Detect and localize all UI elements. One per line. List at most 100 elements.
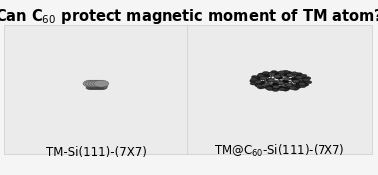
Ellipse shape (94, 86, 101, 89)
Ellipse shape (266, 85, 273, 88)
Ellipse shape (271, 86, 277, 89)
Ellipse shape (98, 86, 104, 89)
Ellipse shape (282, 86, 288, 89)
Ellipse shape (266, 79, 273, 82)
Ellipse shape (250, 82, 257, 85)
Ellipse shape (293, 80, 299, 83)
Ellipse shape (278, 83, 285, 86)
Ellipse shape (270, 86, 276, 89)
Ellipse shape (296, 73, 302, 76)
Ellipse shape (280, 84, 287, 87)
Ellipse shape (91, 86, 97, 89)
Ellipse shape (97, 84, 104, 87)
Ellipse shape (289, 86, 296, 89)
Ellipse shape (91, 80, 106, 87)
Ellipse shape (303, 78, 310, 81)
Ellipse shape (269, 86, 275, 89)
Ellipse shape (98, 83, 105, 86)
Ellipse shape (279, 86, 285, 89)
Ellipse shape (275, 84, 282, 87)
Ellipse shape (291, 72, 298, 75)
Ellipse shape (93, 86, 99, 89)
Ellipse shape (101, 86, 107, 89)
Ellipse shape (97, 83, 104, 86)
Ellipse shape (274, 80, 290, 87)
Ellipse shape (277, 85, 284, 88)
Ellipse shape (277, 84, 284, 87)
Ellipse shape (255, 80, 262, 83)
Ellipse shape (92, 83, 99, 86)
Ellipse shape (99, 86, 105, 89)
Ellipse shape (279, 83, 286, 86)
Ellipse shape (90, 86, 96, 89)
Ellipse shape (94, 84, 101, 87)
Ellipse shape (86, 86, 92, 89)
Ellipse shape (275, 85, 281, 88)
Ellipse shape (273, 85, 279, 88)
Ellipse shape (100, 83, 107, 86)
Ellipse shape (254, 77, 261, 80)
Ellipse shape (86, 85, 93, 88)
Ellipse shape (272, 80, 287, 87)
Ellipse shape (280, 83, 287, 86)
Ellipse shape (268, 72, 275, 76)
Ellipse shape (299, 85, 306, 88)
Ellipse shape (258, 81, 265, 84)
Ellipse shape (284, 85, 290, 88)
Ellipse shape (272, 84, 279, 87)
Ellipse shape (97, 83, 103, 86)
Ellipse shape (266, 87, 273, 90)
Ellipse shape (87, 83, 94, 86)
Ellipse shape (251, 75, 258, 79)
Ellipse shape (292, 87, 299, 90)
Ellipse shape (280, 85, 287, 88)
Ellipse shape (91, 83, 98, 86)
Ellipse shape (280, 84, 286, 87)
Ellipse shape (299, 82, 305, 85)
Ellipse shape (304, 77, 311, 80)
Ellipse shape (286, 84, 293, 87)
Ellipse shape (274, 84, 281, 87)
Ellipse shape (270, 84, 277, 87)
Ellipse shape (101, 84, 107, 87)
Ellipse shape (278, 86, 285, 90)
Ellipse shape (283, 84, 290, 87)
FancyBboxPatch shape (187, 25, 372, 154)
Ellipse shape (99, 83, 106, 86)
Ellipse shape (258, 73, 265, 76)
Ellipse shape (90, 83, 97, 86)
Ellipse shape (271, 85, 277, 88)
Ellipse shape (294, 86, 301, 89)
Ellipse shape (272, 83, 279, 86)
Ellipse shape (273, 72, 279, 75)
Ellipse shape (250, 79, 257, 83)
Ellipse shape (89, 83, 95, 86)
Ellipse shape (250, 78, 257, 81)
Ellipse shape (100, 86, 106, 89)
Ellipse shape (282, 88, 289, 91)
Ellipse shape (89, 84, 96, 87)
Ellipse shape (281, 83, 288, 86)
Ellipse shape (90, 84, 96, 87)
Ellipse shape (88, 84, 94, 87)
Ellipse shape (273, 84, 280, 87)
Ellipse shape (280, 83, 287, 86)
Ellipse shape (270, 83, 277, 86)
Ellipse shape (277, 83, 284, 86)
Ellipse shape (276, 85, 282, 88)
Ellipse shape (88, 85, 95, 88)
Ellipse shape (88, 80, 104, 87)
Ellipse shape (97, 85, 103, 88)
Ellipse shape (277, 80, 292, 87)
Ellipse shape (276, 84, 283, 87)
Ellipse shape (278, 86, 284, 89)
Ellipse shape (271, 84, 278, 87)
Ellipse shape (100, 85, 107, 88)
Ellipse shape (277, 83, 284, 86)
Ellipse shape (305, 81, 312, 84)
FancyBboxPatch shape (4, 25, 189, 154)
Ellipse shape (272, 88, 279, 92)
Ellipse shape (276, 83, 283, 86)
Ellipse shape (94, 83, 101, 86)
Ellipse shape (274, 86, 280, 89)
